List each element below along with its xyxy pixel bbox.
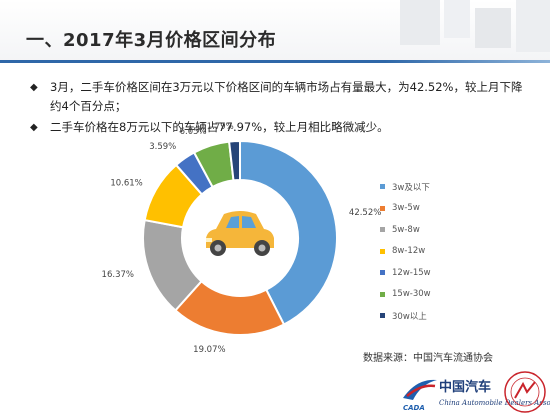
donut-slice: [228, 139, 241, 182]
legend-label: 30w以上: [392, 311, 427, 322]
legend-swatch: [380, 313, 385, 319]
legend-swatch: [380, 205, 385, 211]
bullet-list: ◆ 3月，二手车价格区间在3万元以下价格区间的车辆市场占有量最大，为42.52%…: [30, 78, 530, 139]
seal-stamp: [504, 371, 546, 413]
logo-name-cn: 中国汽车: [439, 379, 491, 395]
legend-item: 3w及以下: [380, 176, 431, 198]
legend-label: 3w-5w: [392, 203, 420, 214]
cada-logo: CADA 中国汽车 China Automobile Dealers Assoc…: [403, 371, 550, 413]
header-decoration: [400, 0, 550, 52]
bullet-item: ◆ 3月，二手车价格区间在3万元以下价格区间的车辆市场占有量最大，为42.52%…: [30, 78, 530, 116]
legend-label: 3w及以下: [392, 182, 430, 193]
legend-label: 12w-15w: [392, 267, 431, 278]
cada-swoosh-icon: [403, 379, 437, 400]
page-title: 一、2017年3月价格区间分布: [26, 30, 277, 51]
legend-item: 12w-15w: [380, 262, 431, 284]
legend-item: 30w以上: [380, 305, 431, 327]
legend-label: 15w-30w: [392, 289, 431, 300]
donut-slice: [239, 139, 338, 326]
slide-header: 一、2017年3月价格区间分布: [0, 0, 550, 62]
legend-item: 8w-12w: [380, 241, 431, 263]
legend-label: 8w-12w: [392, 246, 426, 257]
legend-item: 3w-5w: [380, 198, 431, 220]
slice-value-label: 6.05%: [180, 127, 207, 137]
legend-swatch: [380, 248, 385, 254]
bullet-text: 二手车价格在8万元以下的车辆占77.97%，较上月相比略微减少。: [50, 120, 389, 134]
legend-swatch: [380, 291, 385, 297]
slice-value-label: 16.37%: [102, 270, 134, 280]
legend-swatch: [380, 227, 385, 233]
legend-item: 5w-8w: [380, 219, 431, 241]
bullet-text: 3月，二手车价格区间在3万元以下价格区间的车辆市场占有量最大，为42.52%，较…: [50, 80, 523, 113]
slice-value-label: 3.59%: [149, 142, 176, 152]
bullet-item: ◆ 二手车价格在8万元以下的车辆占77.97%，较上月相比略微减少。: [30, 118, 530, 137]
diamond-bullet-icon: ◆: [30, 122, 38, 133]
slice-value-label: 10.61%: [110, 178, 142, 188]
chart-legend: 3w及以下 3w-5w 5w-8w 8w-12w 12w-15w 15w-30w 30w以上: [380, 176, 431, 327]
data-source: 数据来源：中国汽车流通协会: [363, 353, 493, 364]
legend-item: 15w-30w: [380, 284, 431, 306]
legend-swatch: [380, 184, 385, 190]
diamond-bullet-icon: ◆: [30, 82, 38, 93]
legend-label: 5w-8w: [392, 224, 420, 235]
slice-value-label: 1.79%: [207, 122, 234, 132]
car-icon: [206, 211, 274, 256]
slice-value-label: 19.07%: [193, 345, 225, 355]
logo-name-en: China Automobile Dealers Association: [439, 399, 550, 407]
logo-abbr: CADA: [403, 404, 425, 412]
title-rule: [0, 60, 550, 63]
legend-swatch: [380, 270, 385, 276]
slice-value-label: 42.52%: [349, 208, 381, 218]
